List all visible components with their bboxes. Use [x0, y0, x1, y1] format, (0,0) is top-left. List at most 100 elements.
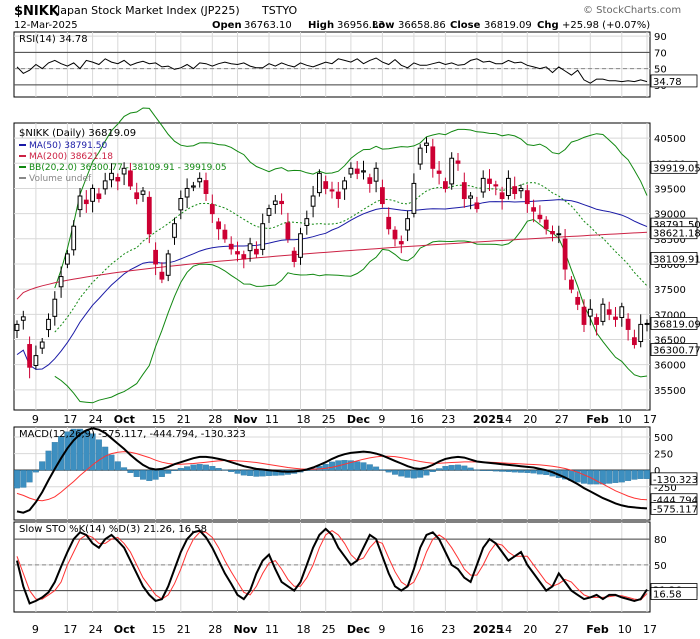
macd-histogram-bar — [127, 470, 134, 473]
macd-histogram-bar — [177, 468, 184, 471]
sto-right-label: 16.58 — [653, 590, 682, 601]
symbol: $NIKK — [14, 4, 60, 19]
price-panel: 4050040000395003900038500380003750037000… — [13, 107, 700, 426]
candle-up — [65, 253, 70, 265]
macd-histogram-bar — [637, 470, 644, 479]
candle-down — [323, 181, 329, 189]
candle-up — [33, 355, 39, 366]
candle-down — [474, 202, 480, 210]
candle-down — [386, 216, 392, 230]
price-x-tick-label: Dec — [347, 413, 370, 426]
candle-up — [556, 233, 562, 236]
candle-up — [172, 223, 177, 238]
low-label: Low — [372, 20, 394, 31]
candle-down — [291, 250, 297, 262]
macd-histogram-bar — [278, 470, 285, 476]
macd-histogram-bar — [385, 470, 392, 473]
macd-histogram-bar — [70, 428, 77, 471]
sto-x-tick-label: 11 — [265, 623, 279, 636]
candle-up — [304, 218, 310, 226]
price-x-tick-label: 17 — [63, 413, 77, 426]
macd-panel: 500 250 0 -250 MACD(12,26,9) -575.117, -444.… — [13, 426, 698, 521]
macd-histogram-bar — [360, 462, 367, 471]
candle-up — [619, 306, 625, 318]
macd-histogram-bar — [45, 450, 52, 471]
macd-histogram-bar — [631, 470, 638, 480]
macd-histogram-bar — [215, 468, 222, 471]
sto-k-line — [16, 527, 648, 605]
candle-up — [260, 223, 266, 250]
candle-down — [128, 170, 133, 187]
candle-up — [317, 172, 322, 194]
candle-up — [90, 187, 95, 202]
candle-up — [71, 225, 77, 251]
rsi-title: RSI(14) 34.78 — [19, 34, 88, 45]
sto-x-tick-label: 25 — [322, 623, 336, 636]
price-x-tick-label: 14 — [498, 413, 512, 426]
macd-histogram-bar — [461, 465, 468, 471]
candle-up — [506, 177, 511, 197]
rsi-line — [16, 57, 648, 84]
candle-down — [550, 231, 555, 235]
macd-histogram-bar — [152, 470, 159, 480]
price-x-tick-label: 9 — [378, 413, 385, 426]
macd-right-label: -130.323 — [653, 475, 698, 486]
price-right-label: 38791.50 — [653, 220, 700, 231]
macd-histogram-bar — [644, 470, 650, 479]
sto-x-tick-label: Oct — [114, 623, 135, 636]
candle-up — [14, 323, 20, 331]
candle-up — [644, 322, 650, 325]
sto-x-tick-label: 16 — [410, 623, 424, 636]
price-y-tick-label: 37000 — [654, 310, 686, 321]
index-name: Japan Stock Market Index (JP225) — [56, 4, 240, 17]
macd-histogram-bar — [121, 467, 128, 471]
macd-title: MACD(12,26,9) -575.117, -444.794, -130.3… — [19, 429, 246, 440]
price-y-tick-label: 37500 — [654, 285, 686, 296]
candle-up — [518, 187, 524, 192]
macd-right-label-box — [650, 501, 698, 515]
macd-histogram-bar — [536, 470, 543, 475]
candle-down — [203, 180, 209, 194]
macd-histogram-bar — [95, 439, 102, 471]
price-x-tick-label: 16 — [410, 413, 424, 426]
macd-histogram-bar — [77, 428, 83, 471]
price-right-label-box — [650, 160, 698, 174]
candle-up — [102, 180, 108, 190]
price-x-tick-label: Oct — [114, 413, 135, 426]
candle-down — [524, 190, 530, 205]
sto-x-tick-label: Dec — [347, 623, 370, 636]
macd-histogram-bar — [196, 464, 203, 471]
macd-y-tick-label: 0 — [654, 466, 660, 477]
macd-histogram-bar — [455, 464, 461, 471]
candle-down — [436, 170, 442, 174]
macd-histogram-bar — [473, 469, 480, 471]
rsi-y-tick-label: 70 — [654, 48, 667, 59]
macd-histogram-bar — [253, 470, 260, 477]
macd-histogram-bar — [442, 466, 449, 471]
candle-down — [430, 146, 436, 169]
macd-histogram-bar — [524, 470, 531, 473]
macd-histogram-bar — [322, 464, 329, 471]
macd-y-tick-label: 500 — [654, 433, 673, 444]
price-x-tick-label: Feb — [586, 413, 609, 426]
macd-histogram-bar — [417, 470, 424, 478]
rsi-panel-frame — [13, 31, 651, 98]
candle-down — [222, 229, 228, 240]
price-y-tick-label: 35500 — [654, 386, 686, 397]
macd-histogram-bar — [20, 470, 27, 488]
candle-up — [109, 172, 114, 181]
candle-down — [531, 207, 536, 212]
macd-right-label-box — [650, 472, 698, 486]
price-y-tick-label: 39000 — [654, 210, 686, 221]
price-right-label: 38621.18 — [653, 229, 700, 240]
candle-down — [380, 187, 385, 205]
close-label: Close — [450, 20, 481, 31]
candle-down — [83, 199, 89, 205]
price-right-label-box — [650, 252, 698, 265]
candle-down — [329, 189, 335, 192]
macd-histogram-bar — [373, 466, 380, 471]
price-x-tick-label: 18 — [297, 413, 311, 426]
candle-up — [298, 233, 303, 258]
candle-up — [46, 318, 51, 331]
